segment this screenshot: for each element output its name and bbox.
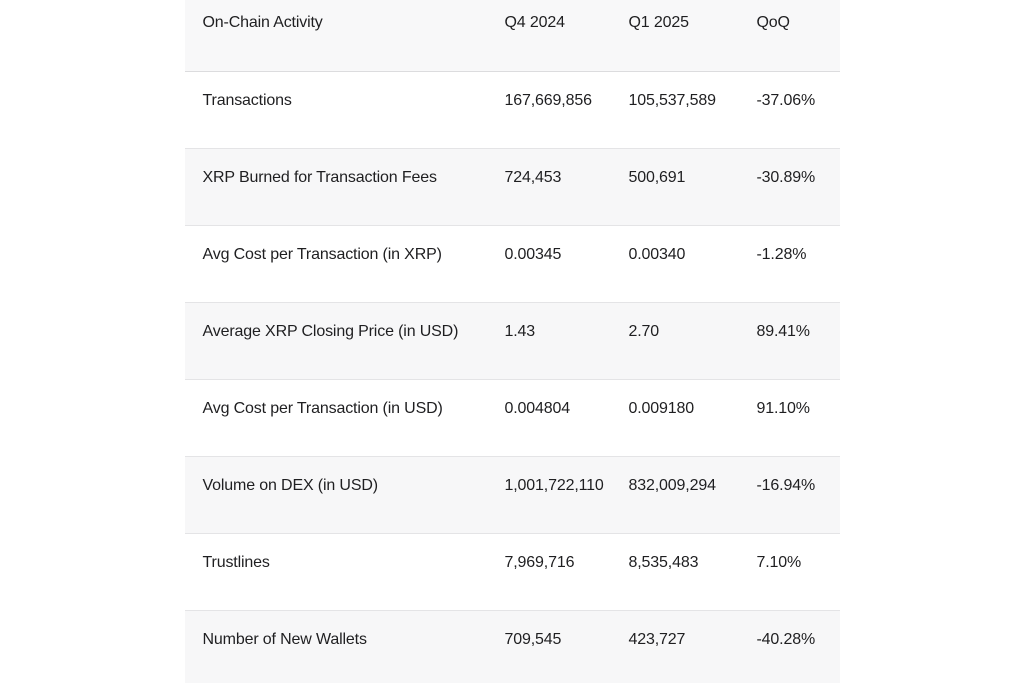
row-label-cell: Transactions: [202, 91, 292, 109]
qoq-value-cell: -40.28%: [756, 630, 816, 648]
table-row-transactions: Transactions 167,669,856 105,537,589 -37…: [184, 71, 840, 148]
q4-value-cell: 0.004804: [504, 399, 571, 417]
qoq-value-cell: 89.41%: [756, 322, 811, 340]
qoq-value-cell: -16.94%: [756, 476, 816, 494]
q4-value-cell: 724,453: [504, 168, 562, 186]
header-cell-qoq: QoQ: [740, 0, 840, 72]
qoq-value-cell: -30.89%: [756, 168, 816, 186]
q4-value-cell: 709,545: [504, 630, 562, 648]
row-label-cell: Average XRP Closing Price (in USD): [202, 322, 459, 340]
row-label-cell: Avg Cost per Transaction (in USD): [202, 399, 443, 417]
q1-value-cell: 105,537,589: [628, 91, 716, 109]
table-row-new-wallets: Number of New Wallets 709,545 423,727 -4…: [184, 610, 840, 683]
q4-value-cell: 167,669,856: [504, 91, 592, 109]
q4-value-cell: 7,969,716: [504, 553, 575, 571]
header-cell-metric: On-Chain Activity: [184, 0, 489, 72]
header-cell-q1-2025: Q1 2025: [612, 0, 741, 72]
row-label-cell: Volume on DEX (in USD): [202, 476, 379, 494]
q1-value-cell: 0.00340: [628, 245, 686, 263]
row-label-cell: XRP Burned for Transaction Fees: [202, 168, 437, 186]
table-header-row: On-Chain Activity Q4 2024 Q1 2025 QoQ: [184, 0, 840, 72]
table-row-trustlines: Trustlines 7,969,716 8,535,483 7.10%: [184, 533, 840, 610]
q4-value-cell: 1.43: [504, 322, 536, 340]
qoq-value-cell: 7.10%: [756, 553, 802, 571]
q1-value-cell: 832,009,294: [628, 476, 716, 494]
q1-value-cell: 0.009180: [628, 399, 695, 417]
q1-value-cell: 423,727: [628, 630, 686, 648]
qoq-value-cell: 91.10%: [756, 399, 811, 417]
q4-value-cell: 1,001,722,110: [504, 476, 604, 494]
q1-value-cell: 8,535,483: [628, 553, 699, 571]
onchain-activity-table: On-Chain Activity Q4 2024 Q1 2025 QoQ Tr…: [184, 0, 840, 683]
row-label-cell: Trustlines: [202, 553, 270, 571]
table-row-avg-cost-usd: Avg Cost per Transaction (in USD) 0.0048…: [184, 379, 840, 456]
table-row-dex-volume: Volume on DEX (in USD) 1,001,722,110 832…: [184, 456, 840, 533]
row-label-cell: Avg Cost per Transaction (in XRP): [202, 245, 442, 263]
header-cell-q4-2024: Q4 2024: [488, 0, 613, 72]
table-row-avg-closing-price: Average XRP Closing Price (in USD) 1.43 …: [184, 302, 840, 379]
onchain-activity-table-container: On-Chain Activity Q4 2024 Q1 2025 QoQ Tr…: [184, 0, 840, 683]
q1-value-cell: 500,691: [628, 168, 686, 186]
qoq-value-cell: -1.28%: [756, 245, 807, 263]
qoq-value-cell: -37.06%: [756, 91, 816, 109]
table-row-avg-cost-xrp: Avg Cost per Transaction (in XRP) 0.0034…: [184, 225, 840, 302]
row-label-cell: Number of New Wallets: [202, 630, 367, 648]
q1-value-cell: 2.70: [628, 322, 660, 340]
q4-value-cell: 0.00345: [504, 245, 562, 263]
table-row-xrp-burned: XRP Burned for Transaction Fees 724,453 …: [184, 148, 840, 225]
